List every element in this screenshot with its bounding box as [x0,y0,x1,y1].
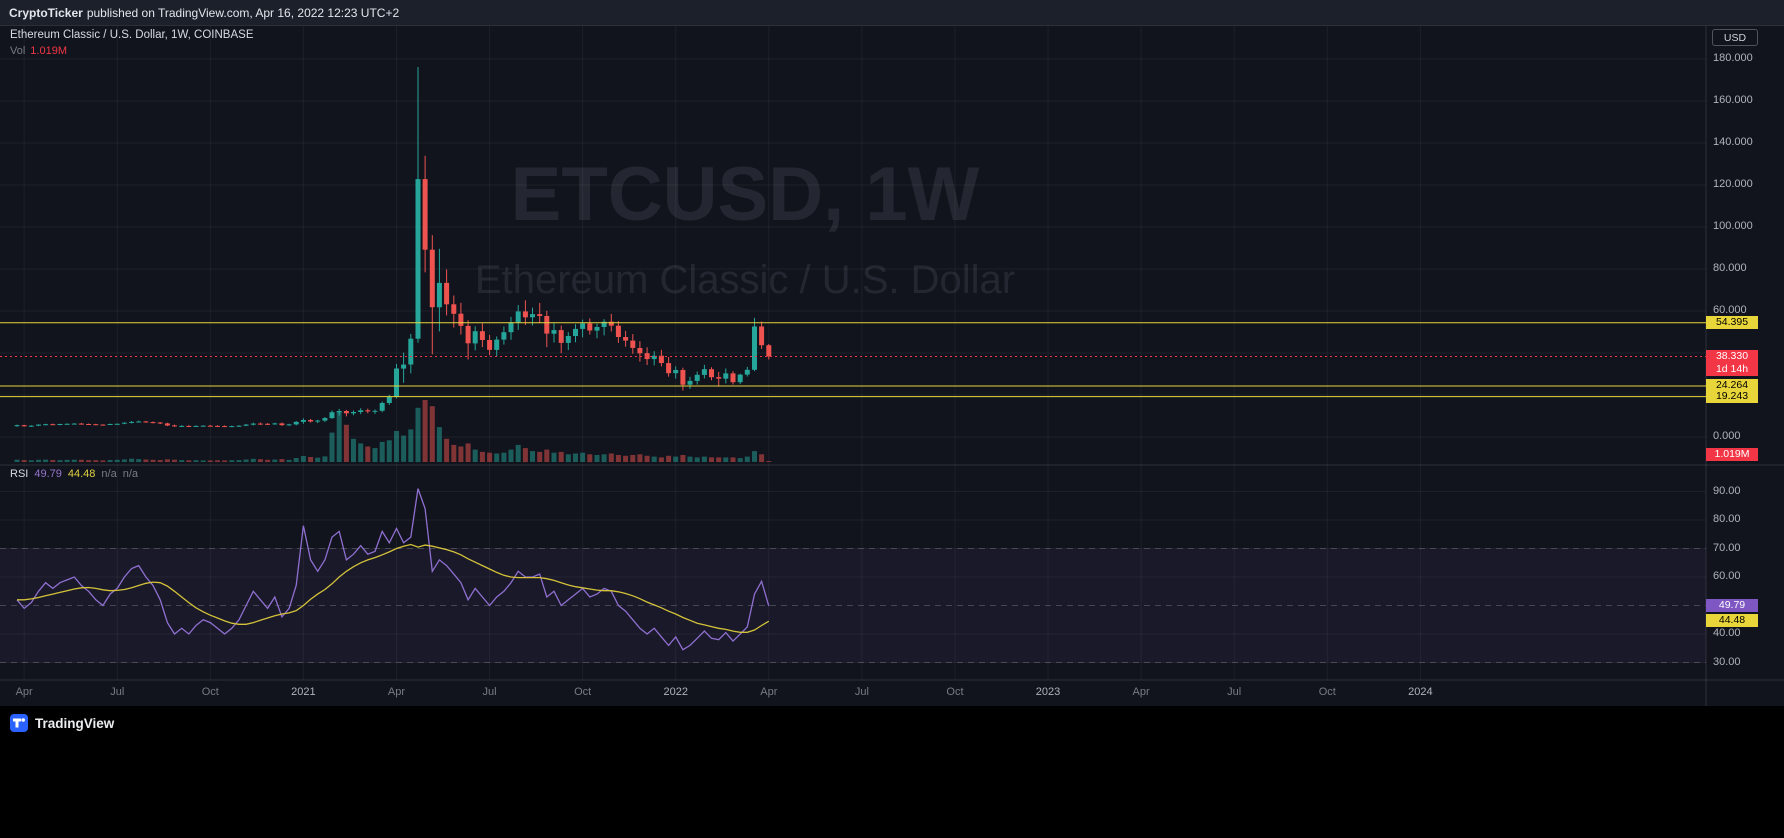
time-tick-label: Oct [574,686,592,698]
publish-author: CryptoTicker [9,5,83,20]
price-axis[interactable]: 180.000 160.000 140.000 120.000 100.000 80.00… [1706,0,1784,706]
tradingview-logo [10,714,28,732]
time-tick-label: Jul [482,686,497,698]
time-axis[interactable]: Apr Jul Oct 2021 Apr Jul Oct 2022 Apr Jul Oct 2023 A… [0,680,1706,706]
time-tick-label: Oct [946,686,964,698]
rsi-tick-label: 30.00 [1713,655,1741,668]
price-level-badge: 19.243 [1706,389,1758,403]
time-tick-label: Oct [1318,686,1336,698]
price-tick-label: 120.000 [1713,178,1753,190]
time-tick-label: 2021 [291,686,316,698]
volume-legend-row: Vol 1.019M [10,45,254,57]
tradingview-wordmark: TradingView [35,715,115,731]
rsi-tick-label: 40.00 [1713,627,1741,639]
currency-toggle-button[interactable]: USD [1712,29,1758,46]
price-tick-label: 140.000 [1713,136,1753,148]
rsi-legend: RSI 49.79 44.48 n/a n/a [10,468,144,480]
price-level-badge: 54.395 [1706,315,1758,329]
time-tick-label: 2023 [1035,686,1061,698]
rsi-tick-label: 90.00 [1713,484,1741,497]
time-tick-label: Apr [760,686,778,698]
last-price-badge: 38.330 [1706,349,1758,363]
time-tick-label: Apr [15,686,33,698]
price-level-badge: 24.264 [1706,379,1758,393]
rsi-upper-band-value: n/a [101,468,117,480]
time-tick-label: Jul [110,686,125,698]
symbol-title[interactable]: Ethereum Classic / U.S. Dollar, 1W, COIN… [10,29,254,41]
symbol-legend: Ethereum Classic / U.S. Dollar, 1W, COIN… [10,29,254,57]
price-tick-label: 160.000 [1713,94,1753,106]
countdown-badge: 1d 14h [1706,362,1758,376]
rsi-tick-label: 60.00 [1713,570,1741,582]
volume-label: Vol [10,45,26,57]
price-tick-label: 100.000 [1713,220,1753,232]
publish-info: published on TradingView.com, Apr 16, 20… [86,5,400,20]
rsi-value-badge: 49.79 [1706,599,1758,613]
price-tick-label: 60.000 [1713,304,1747,316]
time-tick-label: 2024 [1408,686,1433,698]
volume-badge: 1.019M [1706,448,1758,461]
time-tick-label: Jul [854,686,869,698]
rsi-label[interactable]: RSI [10,468,29,480]
time-tick-label: 2022 [663,686,688,698]
price-tick-label: 80.000 [1713,262,1747,274]
time-tick-label: Apr [387,686,406,698]
time-tick-label: Apr [1132,686,1150,698]
rsi-lower-band-value: n/a [122,468,138,480]
rsi-ma-badge: 44.48 [1706,614,1758,628]
publish-header: CryptoTicker published on TradingView.co… [0,0,1784,26]
rsi-ma-value: 44.48 [67,468,96,480]
tradingview-link[interactable]: TradingView [10,714,114,732]
price-tick-label: 180.000 [1713,52,1753,64]
time-tick-label: Oct [201,686,219,698]
price-tick-label: 0.000 [1713,430,1741,442]
time-tick-label: Jul [1227,686,1242,698]
rsi-tick-label: 80.00 [1713,513,1741,525]
rsi-tick-label: 70.00 [1713,541,1741,554]
rsi-value: 49.79 [34,468,62,480]
footer: TradingView [0,706,1784,838]
volume-value: 1.019M [30,45,67,57]
